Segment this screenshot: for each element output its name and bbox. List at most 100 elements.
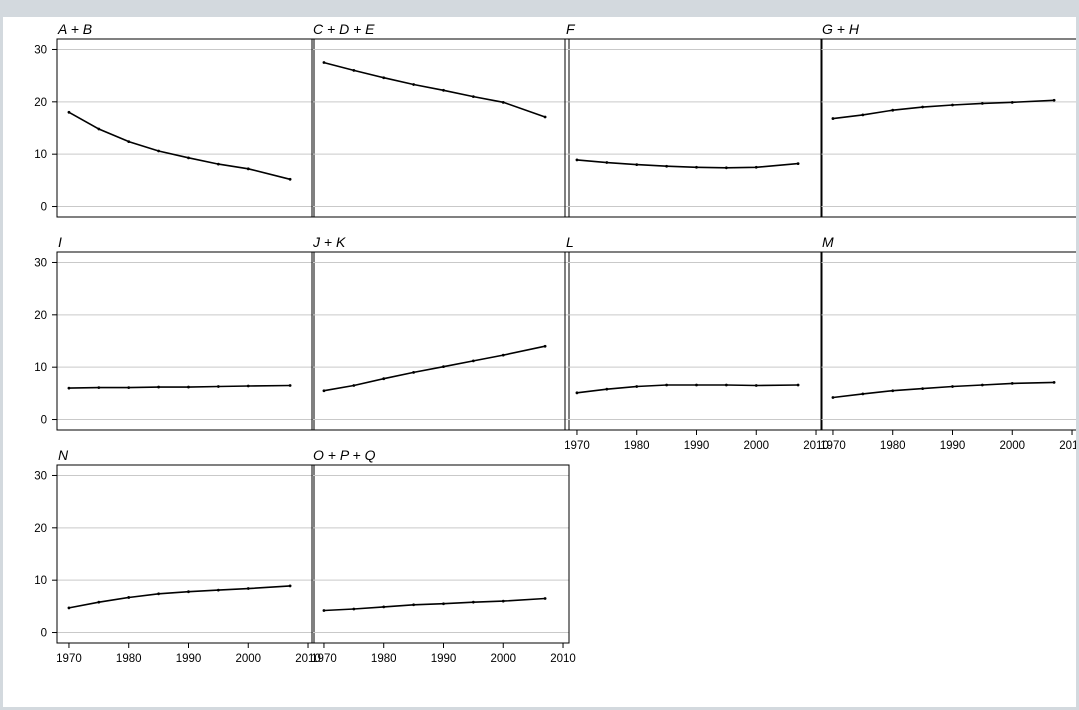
data-point [442,88,445,92]
x-tick-label: 2010 [1059,440,1076,452]
data-point [831,117,835,120]
data-point [543,344,547,348]
series-line [832,99,1055,120]
data-point [635,385,639,388]
series-line [832,381,1055,399]
data-point [127,596,131,599]
x-tick-label: 1980 [624,440,650,452]
data-point [724,383,728,387]
panel-title: O + P + Q [313,447,376,463]
plot-frame [564,38,823,218]
x-tick-label: 2010 [550,653,576,665]
data-point [754,165,758,169]
data-point [695,383,698,387]
data-point [796,383,800,387]
data-point [246,384,250,388]
data-point [352,607,356,611]
x-tick-label: 2010 [295,653,321,665]
series-line [68,384,291,389]
y-tick-label: 10 [34,362,47,374]
x-tick-label: 2000 [490,653,516,665]
data-point [97,600,101,604]
data-point [605,387,609,391]
panel-title: G + H [822,21,860,37]
data-point [980,383,984,387]
panel-title: M [822,234,834,250]
y-tick-label: 30 [34,470,47,482]
x-tick-label: 2000 [235,653,261,665]
x-tick-label: 1990 [684,440,710,452]
data-point [157,592,161,596]
data-point [442,602,445,606]
x-tick-label: 1980 [116,653,142,665]
data-point [754,384,758,387]
data-point [352,384,356,387]
x-tick-label: 1970 [56,653,82,665]
data-point [246,167,250,171]
data-point [501,353,505,357]
chart-canvas: A + B 0 10 20 30 C + D + E F G + H I 0 10 20 30 J + K… [3,17,1076,707]
data-point [471,359,475,363]
x-tick-label: 1970 [820,440,846,452]
data-point [471,95,475,98]
y-tick-label: 30 [34,257,47,269]
series-line [323,597,546,612]
series-line [576,384,799,394]
y-tick-label: 20 [34,523,47,535]
data-point [67,606,71,610]
data-point [157,149,161,153]
series-line [576,159,799,169]
data-point [382,377,386,381]
data-point [157,385,161,389]
small-multiples-chart: A + B 0 10 20 30 C + D + E F G + H I 0 10 20 30 J + K… [34,21,1076,665]
data-point [1052,380,1056,384]
data-point [861,392,865,396]
data-point [442,365,445,369]
x-tick-label: 1990 [940,440,966,452]
y-tick-label: 0 [41,415,47,427]
x-tick-label: 1970 [564,440,590,452]
y-tick-label: 0 [41,202,47,214]
data-point [921,105,925,109]
plot-frame [820,251,1076,431]
data-point [97,127,101,131]
plot-frame [564,251,823,431]
plot-frame [56,464,315,644]
plot-frame [311,251,570,431]
data-point [665,164,669,168]
data-point [216,162,220,166]
data-point [575,391,579,395]
y-tick-label: 0 [41,628,47,640]
x-tick-label: 1980 [880,440,906,452]
data-point [980,101,984,105]
data-point [412,83,416,86]
data-point [246,587,250,590]
data-point [322,609,326,612]
data-point [724,166,728,170]
x-tick-label: 2000 [743,440,769,452]
x-tick-label: 2010 [803,440,829,452]
data-point [891,108,895,112]
x-tick-label: 1990 [431,653,457,665]
panel-title: F [566,21,576,37]
data-point [951,103,954,107]
data-point [322,389,326,393]
data-point [543,115,547,119]
data-point [951,385,954,388]
plot-frame [56,251,315,431]
series-line [323,345,546,392]
data-point [187,385,190,389]
plot-frame [311,464,570,644]
panel-title: I [58,234,62,250]
data-point [575,158,579,162]
panel-title: J + K [312,234,346,250]
data-point [1010,382,1014,385]
data-point [97,386,101,389]
data-point [216,588,220,592]
data-point [382,76,386,80]
plot-frame [820,38,1076,218]
y-tick-label: 20 [34,97,47,109]
x-tick-label: 1980 [371,653,397,665]
data-point [412,371,416,374]
